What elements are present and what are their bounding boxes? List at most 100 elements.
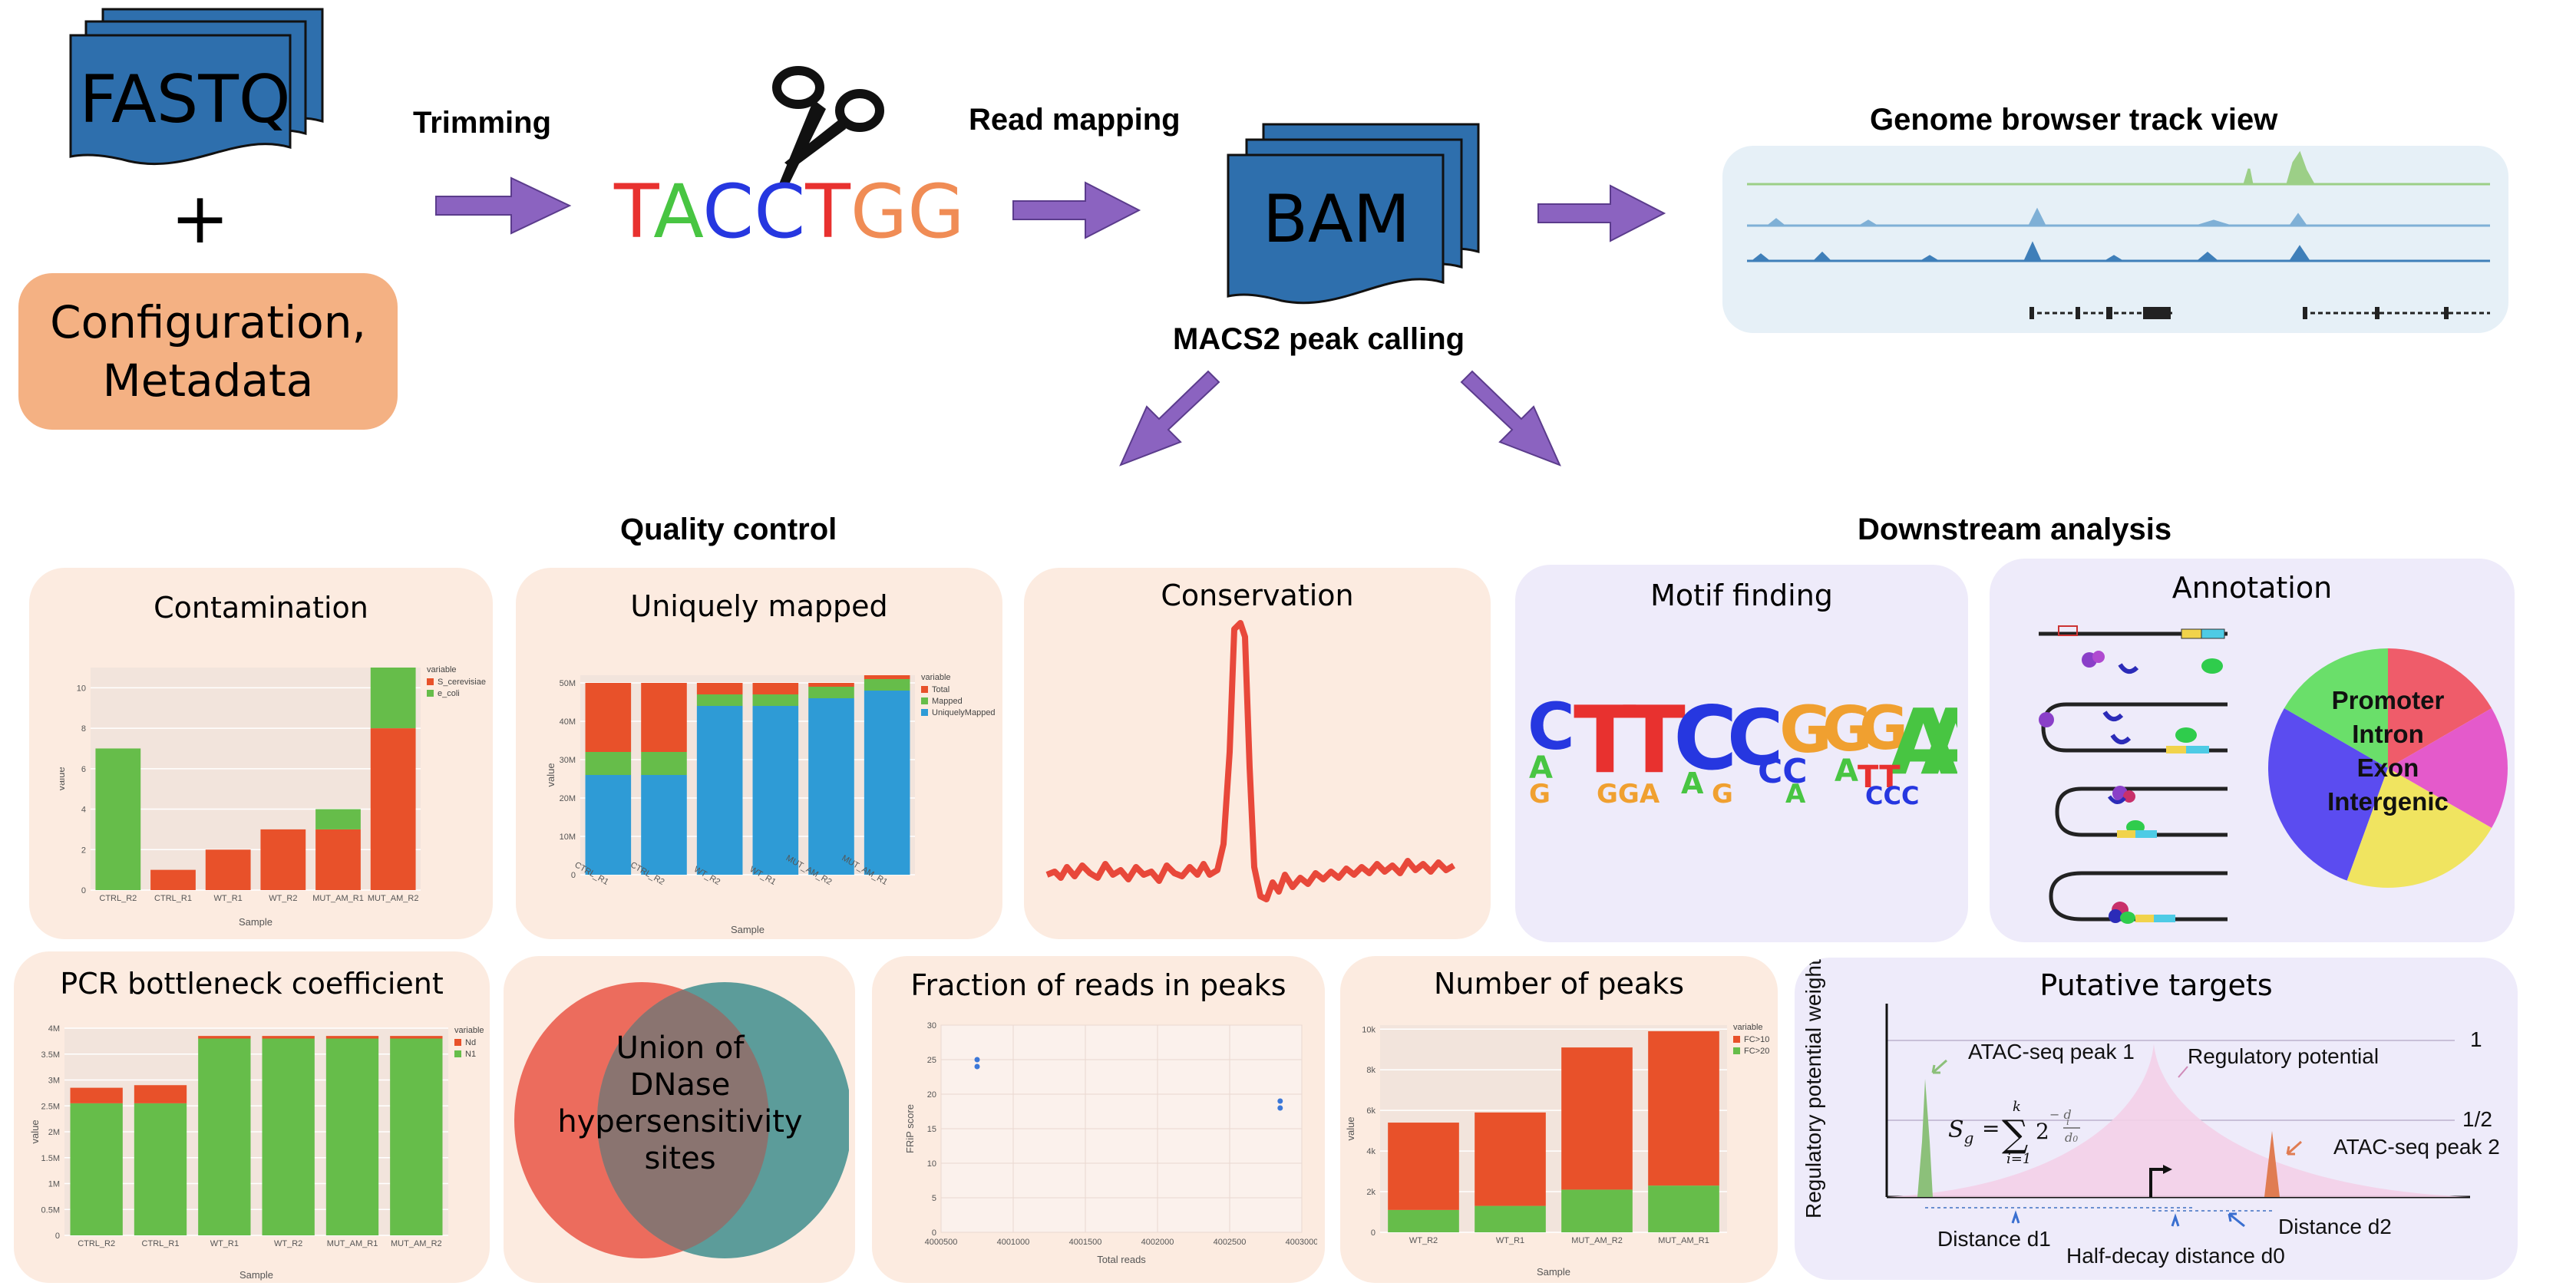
x-tick-label: 4002500 (1214, 1238, 1247, 1247)
y-tick-label: 3M (48, 1077, 60, 1086)
y-axis-label: Regulatory potential weight (1802, 959, 1825, 1218)
frip-title: Fraction of reads in peaks (910, 968, 1286, 1002)
venn-line-1: Union of (616, 1030, 745, 1066)
scatter-point (1277, 1105, 1283, 1111)
peak-1-label: ATAC-seq peak 1 (1968, 1040, 2135, 1063)
y-tick-label: 8 (81, 724, 86, 734)
x-tick-label: MUT_AM_R2 (1571, 1236, 1623, 1245)
y-tick-label: 25 (927, 1056, 936, 1065)
y-tick-label: 2k (1366, 1188, 1376, 1197)
motif-finding-title: Motif finding (1650, 579, 1833, 612)
plot-background (91, 668, 421, 890)
legend-label: N1 (465, 1050, 476, 1059)
y-axis-label: FRiP score (904, 1104, 916, 1153)
bar-segment (370, 728, 416, 890)
bar-segment (260, 829, 306, 890)
y-tick-label: 10k (1362, 1025, 1376, 1034)
distance-d2-label: Distance d2 (2278, 1215, 2392, 1238)
svg-text:2: 2 (2036, 1119, 2049, 1144)
trimming-label: Trimming (413, 106, 552, 140)
bar-segment (864, 675, 910, 679)
annotation-panel: Annotation Promoter Intron Exon Intergenic (1990, 559, 2515, 942)
arrow-right-icon (435, 176, 572, 235)
bar-segment (315, 809, 361, 829)
fastq-label: FASTQ (79, 61, 291, 138)
svg-text:T: T (1574, 688, 1636, 794)
y-tick-label: 6k (1366, 1106, 1376, 1116)
pie-label: Intron (2352, 720, 2423, 748)
bar-segment (134, 1085, 187, 1103)
regulatory-potential-diagram: Regulatory potential weight ATAC-seq pea… (1802, 959, 2500, 1268)
genome-browser-panel (1722, 146, 2508, 333)
y-tick-label: 0 (55, 1232, 60, 1241)
x-tick-label: WT_R1 (214, 894, 243, 903)
y-tick-label: 3.5M (41, 1050, 60, 1060)
pcr-bottleneck-panel: PCR bottleneck coefficient 0 0.5M 1M 1.5M 2M… (14, 951, 490, 1283)
bar-segment (1561, 1047, 1633, 1190)
y-tick-label: 30M (560, 756, 576, 765)
configuration-metadata-box: Configuration, Metadata (18, 273, 398, 430)
y-tick-label: 0 (1371, 1228, 1376, 1238)
bar-segment (198, 1036, 251, 1039)
legend-swatch (921, 709, 928, 716)
legend-label: S_cerevisiae (438, 678, 486, 687)
sequence-letter: A (653, 169, 703, 255)
uniquely-mapped-panel: Uniquely mapped 0 10M 20M 30M 40M 50M CTRL_R1 C… (516, 568, 1002, 939)
config-line-2: Metadata (102, 354, 314, 407)
y-tick-label: 20M (560, 794, 576, 803)
bar-segment (70, 1103, 123, 1235)
legend-label: FC>20 (1744, 1047, 1769, 1056)
conservation-title: Conservation (1161, 579, 1354, 612)
svg-text:G: G (1529, 779, 1551, 810)
bar-segment (696, 683, 743, 694)
legend-swatch (921, 697, 928, 704)
annotation-title: Annotation (2171, 571, 2333, 605)
y-tick-label: 10M (560, 833, 576, 842)
fastq-file-icon (69, 8, 324, 166)
svg-text:i: i (2066, 1116, 2069, 1127)
bam-file-icon (1227, 123, 1480, 305)
bar-segment (325, 1038, 379, 1235)
pie-label: Exon (2357, 753, 2419, 782)
arrow-right-icon (1012, 181, 1141, 239)
motif-finding-panel: Motif finding C T T C C G G G A A A G GG… (1515, 565, 1968, 942)
bar-segment (390, 1038, 443, 1235)
svg-text:A: A (1835, 753, 1858, 789)
bar-segment (1388, 1123, 1459, 1210)
bar-segment (864, 691, 910, 875)
bar-segment (150, 869, 196, 890)
dna-sequence: TACCTGG (614, 169, 965, 255)
bar-segment (808, 698, 854, 875)
y-tick-label: 2.5M (41, 1102, 60, 1111)
chromatin-loops (2039, 625, 2228, 924)
y-tick-label: 2M (48, 1128, 60, 1137)
svg-text:C: C (1527, 689, 1575, 764)
x-tick-label: WT_R2 (1409, 1236, 1438, 1245)
scatter-point (974, 1057, 980, 1063)
macs2-label: MACS2 peak calling (1173, 322, 1465, 356)
svg-text:=: = (1982, 1116, 2000, 1141)
venn-line-3: hypersensitivity (557, 1104, 803, 1139)
x-axis-label: Sample (239, 916, 272, 928)
x-tick-label: 4000500 (925, 1238, 958, 1247)
pie-slice (2284, 648, 2388, 768)
legend-title: variable (454, 1026, 484, 1035)
bam-label: BAM (1262, 181, 1411, 258)
number-of-peaks-panel: Number of peaks 0 2k 4k 6k 8k 10k WT_R2 WT_R1 MU… (1340, 956, 1778, 1283)
sequence-letter: G (907, 169, 965, 255)
bar-segment (752, 694, 799, 706)
regulatory-potential-label: Regulatory potential (2188, 1044, 2379, 1068)
y-tick-label: 15 (927, 1125, 936, 1134)
putative-targets-panel: Putative targets Regulatory potential we… (1795, 958, 2518, 1280)
bar-segment (1388, 1209, 1459, 1232)
x-tick-label: MUT_AM_R1 (312, 894, 364, 903)
sequence-letter: C (754, 169, 806, 255)
x-tick-label: WT_R1 (1496, 1236, 1524, 1245)
svg-text:− d: − d (2049, 1107, 2072, 1122)
y-tick-label: 2 (81, 846, 86, 855)
legend-swatch (1733, 1036, 1740, 1043)
bar-segment (262, 1036, 315, 1039)
bar-segment (585, 683, 632, 752)
y-tick-label: 1M (48, 1180, 60, 1189)
y-tick-label: 20 (927, 1090, 936, 1100)
